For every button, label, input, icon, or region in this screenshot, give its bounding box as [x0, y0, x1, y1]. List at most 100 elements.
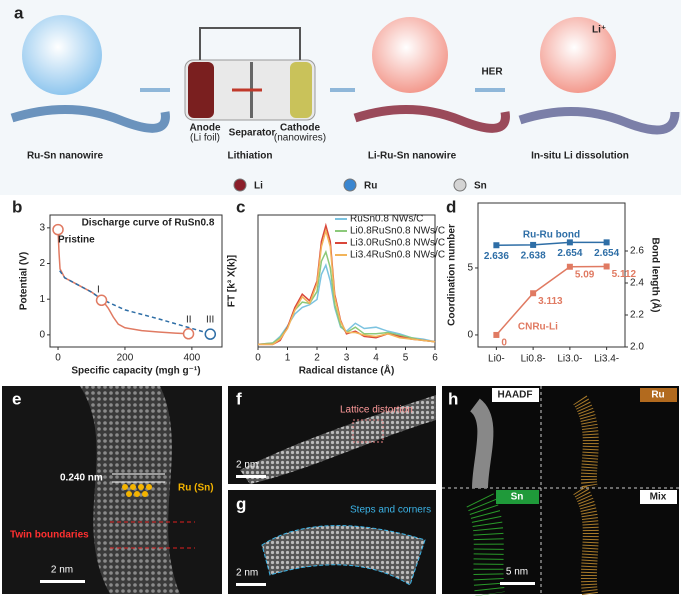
y-tick-label: 3	[39, 222, 45, 233]
value-label: 2.636	[484, 251, 509, 262]
value-label: 5.09	[575, 269, 595, 280]
x-tick-label: Li3.0-	[557, 354, 582, 365]
panel-h: h HAADF Ru Sn Mix 5 nm	[442, 386, 679, 596]
label: Separator	[229, 128, 276, 139]
label: (Li foil)	[190, 133, 220, 144]
x-axis-title: Radical distance (Å)	[299, 364, 395, 377]
x-tick-label: 400	[184, 353, 201, 364]
panel-label: c	[236, 197, 245, 216]
label: HER	[481, 67, 503, 78]
legend-marker	[233, 178, 247, 192]
series-name: CNRu-Li	[518, 322, 558, 333]
value-label: 2.638	[521, 251, 546, 262]
annotation: Lattice distortion	[340, 405, 413, 416]
sn-map	[466, 493, 505, 596]
annotation: Pristine	[58, 235, 95, 246]
point	[530, 241, 537, 248]
legend-marker	[453, 178, 467, 192]
panel-label: h	[448, 389, 458, 408]
plot-frame	[49, 214, 223, 348]
scale-label: 5 nm	[506, 567, 528, 578]
legend-label: Ru	[364, 181, 377, 192]
label: (nanowires)	[274, 133, 326, 144]
annotation: III	[206, 315, 214, 326]
y2-axis-title: Bond length (Å)	[649, 238, 662, 313]
legend-label: Li	[254, 181, 263, 192]
atom-bubble	[22, 15, 102, 95]
point	[493, 242, 500, 249]
label: Cathode	[280, 123, 320, 134]
y2-tick-label: 2.6	[630, 246, 644, 257]
panel-label: d	[446, 197, 456, 216]
step-label: Ru-Sn nanowire	[27, 151, 104, 162]
atoms	[122, 484, 152, 497]
annotation: II	[186, 315, 192, 326]
panel-a: a Anode (Li foil) Separator Cathode (nan…	[0, 0, 681, 195]
scale-label: 2 nm	[51, 565, 73, 576]
legend-label: Li0.8RuSn0.8 NWs/C	[350, 226, 445, 237]
tag	[492, 388, 539, 402]
point	[493, 331, 500, 338]
legend-label: Sn	[474, 181, 487, 192]
scale-label: 2 nm	[236, 568, 258, 579]
y-axis-title: Coordination number	[447, 224, 458, 326]
value-label: 2.654	[557, 248, 582, 259]
panel-label: e	[12, 389, 21, 408]
scale-bar	[236, 475, 266, 478]
battery	[184, 27, 316, 121]
map-label: Mix	[650, 492, 667, 503]
x-tick-label: 0	[255, 353, 261, 364]
panel-label: f	[236, 389, 242, 408]
atom-bubble	[540, 17, 616, 93]
y-tick-label: 1	[39, 294, 45, 305]
x-tick-label: 1	[285, 353, 291, 364]
x-tick-label: 0	[55, 353, 61, 364]
point	[603, 239, 610, 246]
panel-label: a	[14, 3, 24, 22]
panel-f: f Lattice distortion 2 nm	[228, 386, 436, 484]
x-tick-label: 3	[344, 353, 350, 364]
x-tick-label: 2	[314, 353, 320, 364]
panel-label: b	[12, 197, 22, 216]
annotation: Twin boundaries	[10, 530, 89, 541]
haadf-image	[469, 398, 494, 489]
value-label: 5.112	[612, 269, 637, 280]
chart-title: Discharge curve of RuSn0.8	[82, 218, 215, 229]
label: Li⁺	[592, 25, 606, 36]
nanowire-image	[261, 525, 426, 586]
atom-bubble	[372, 17, 448, 93]
y2-tick-label: 2.0	[630, 342, 644, 353]
y-tick-label: 5	[467, 263, 473, 274]
guide	[110, 521, 195, 549]
x-tick-label: 4	[373, 353, 379, 364]
point	[566, 239, 573, 246]
map-label: Sn	[511, 492, 524, 503]
x-tick-label: 6	[432, 353, 438, 364]
marker	[95, 294, 108, 307]
tag	[640, 388, 677, 402]
map-label: HAADF	[498, 390, 533, 401]
scale-bar	[40, 580, 85, 583]
y2-tick-label: 2.4	[630, 278, 644, 289]
y2-tick-label: 2.2	[630, 310, 644, 321]
panel-label: g	[236, 494, 246, 513]
series-line	[496, 241, 607, 246]
nanowire-image	[240, 395, 436, 484]
point	[603, 263, 610, 270]
panel-g: g Steps and corners 2 nm	[228, 490, 436, 594]
value-label: 0	[501, 338, 507, 349]
scale-bar	[236, 583, 266, 586]
annotation: Ru (Sn)	[178, 483, 214, 494]
step-label: Li-Ru-Sn nanowire	[368, 151, 457, 162]
y-axis-title: FT [k³ X(k)]	[227, 255, 238, 307]
step-label: Lithiation	[228, 151, 273, 162]
y-tick-label: 2	[39, 258, 45, 269]
plot-frame	[477, 202, 626, 348]
x-tick-label: Li0-	[488, 354, 505, 365]
legend-marker	[343, 178, 357, 192]
x-tick-label: 200	[117, 353, 134, 364]
marker	[182, 328, 195, 340]
annotation: Steps and corners	[350, 505, 431, 516]
